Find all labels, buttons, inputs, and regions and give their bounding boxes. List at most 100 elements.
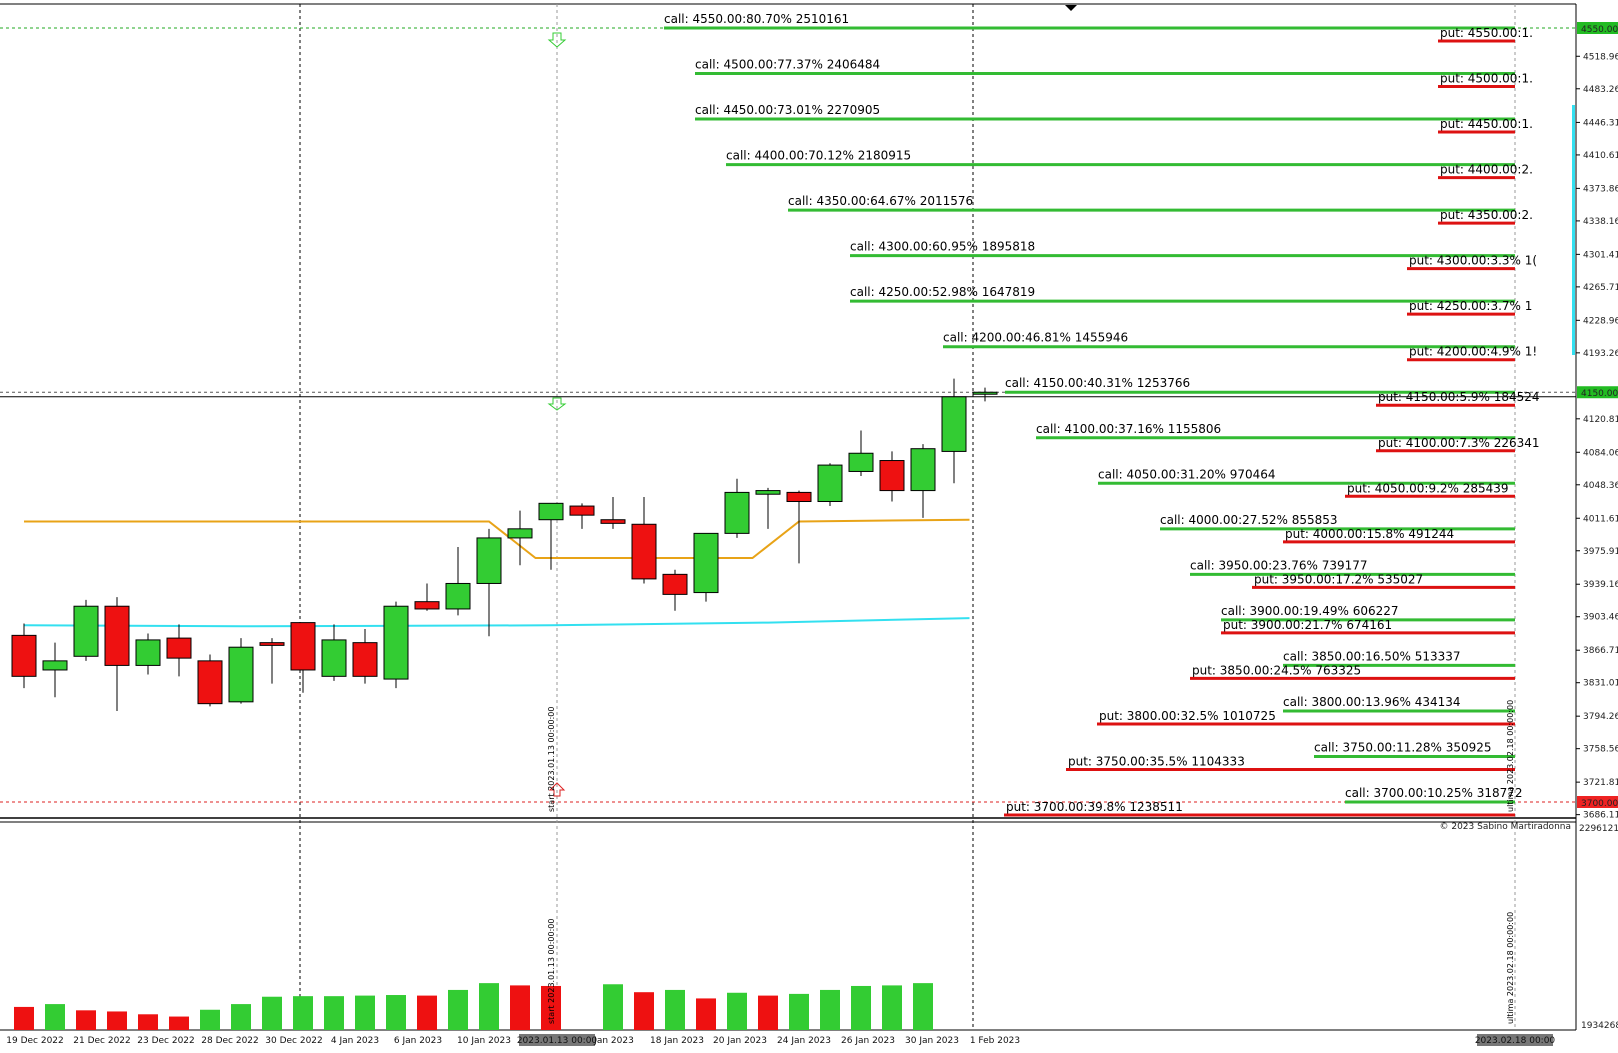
candle-body [662,573,688,595]
put-label: put: 4400.00:2. [1440,163,1533,177]
candle-body [817,464,843,503]
call-label: call: 3950.00:23.76% 739177 [1190,558,1368,572]
volume-bar [76,1010,96,1030]
candle [972,387,998,402]
date-label: 24 Jan 2023 [777,1036,831,1046]
candle-body [848,452,874,472]
candle-body [414,601,440,610]
volume-bar [45,1004,65,1030]
call-label: call: 3900.00:19.49% 606227 [1221,604,1399,618]
volume-bar [727,992,747,1030]
put-label: put: 4450.00:1. [1440,117,1533,131]
call-label: call: 4250.00:52.98% 1647819 [850,285,1035,299]
put-label: put: 4550.00:1. [1440,26,1533,40]
volume-bar [169,1016,189,1030]
candle-body [786,491,812,503]
candle-body [631,523,657,580]
call-label: call: 4150.00:40.31% 1253766 [1005,376,1190,390]
call-label: call: 3750.00:11.28% 350925 [1314,740,1492,754]
option-levels-layer: call: 4550.00:80.70% 2510161 put: 4550.00… [664,12,1540,817]
price-tick-label: 4446.31 [1583,118,1618,128]
volume-bar [324,996,344,1030]
call-label: call: 3700.00:10.25% 318772 [1345,786,1523,800]
candle-body [166,637,192,659]
price-tick-label: 4048.36 [1583,481,1618,491]
candle [879,451,905,502]
date-tag-label: 2023.02.18 00:00 [1475,1036,1556,1046]
candle-body [135,639,161,666]
candle [786,490,812,564]
price-tick-label: 4265.71 [1583,283,1618,293]
option-level: call: 4500.00:77.37% 2406484 put: 4500.00… [695,58,1533,89]
option-level: call: 4150.00:40.31% 1253766 put: 4150.00… [1005,376,1540,407]
put-label: put: 4000.00:15.8% 491244 [1285,527,1454,541]
put-label: put: 4500.00:1. [1440,72,1533,86]
volume-bar [634,992,654,1030]
candle-body [11,634,37,677]
call-label: call: 3850.00:16.50% 513337 [1283,649,1461,663]
price-tag-bottom-label: 3700.00 [1581,799,1618,809]
put-label: put: 4200.00:4.9% 1! [1409,345,1537,359]
price-tag-mid [1577,386,1618,399]
candle-body [73,605,99,657]
volume-bar [789,993,809,1030]
price-tag-mid-label: 4150.00 [1581,389,1618,399]
call-label: call: 3800.00:13.96% 434134 [1283,695,1461,709]
candle [910,444,936,518]
candle [693,532,719,602]
price-tag-top-label: 4550.00 [1581,25,1618,35]
candle [662,569,688,611]
candle [445,547,471,616]
call-label: call: 4000.00:27.52% 855853 [1160,513,1338,527]
down-arrow-icon [547,32,567,48]
put-label: put: 4250.00:3.7% 1 [1409,299,1532,313]
price-tick-label: 3686.11 [1583,811,1618,821]
axis-scroll-indicator[interactable] [1572,105,1575,355]
candle [290,622,316,693]
volume-bar [200,1009,220,1030]
candle-body [910,448,936,492]
volume-bar [851,985,871,1030]
date-label: 21 Dec 2022 [73,1036,131,1046]
candle [538,502,564,570]
date-label: 26 Jan 2023 [841,1036,895,1046]
candle [259,638,285,684]
candle-body [228,646,254,703]
date-label: 19 Dec 2022 [6,1036,64,1046]
candle [476,528,502,637]
volume-bar [293,996,313,1030]
copyright-text: © 2023 Sabino Martiradonna [1439,822,1571,832]
put-label: put: 3900.00:21.7% 674161 [1223,618,1392,632]
option-level: call: 4200.00:46.81% 1455946 put: 4200.00… [943,331,1537,362]
volume-bar [386,995,406,1030]
volume-bar [138,1014,158,1030]
call-label: call: 4550.00:80.70% 2510161 [664,12,849,26]
date-label: 23 Dec 2022 [137,1036,195,1046]
candle [197,654,223,707]
date-label: 20 Jan 2023 [713,1036,767,1046]
candle [135,633,161,675]
candle [414,583,440,611]
price-tag-bottom [1577,796,1618,808]
candles-layer [11,378,998,711]
candle-body [755,490,781,495]
option-level: call: 4550.00:80.70% 2510161 put: 4550.00… [664,12,1533,43]
call-label: call: 4200.00:46.81% 1455946 [943,331,1128,345]
date-tag-label: 2023.01.13 00:00 [517,1036,598,1046]
candle [631,496,657,584]
put-label: put: 4350.00:2. [1440,208,1533,222]
option-level: call: 3700.00:10.25% 318772 put: 3700.00:… [1004,786,1523,817]
price-tick-label: 3866.71 [1583,646,1618,656]
put-label: put: 4150.00:5.9% 184524 [1378,390,1540,404]
volume-bar [913,983,933,1030]
candle-body [321,639,347,677]
axes-layer: 4518.96 4483.26 4446.31 4410.61 4373.86 4338.… [6,22,1618,1046]
put-label: put: 3950.00:17.2% 535027 [1254,572,1423,586]
candle-body [941,396,967,452]
price-tick-label: 4193.26 [1583,349,1618,359]
candle [817,463,843,507]
candle-body [352,642,378,677]
